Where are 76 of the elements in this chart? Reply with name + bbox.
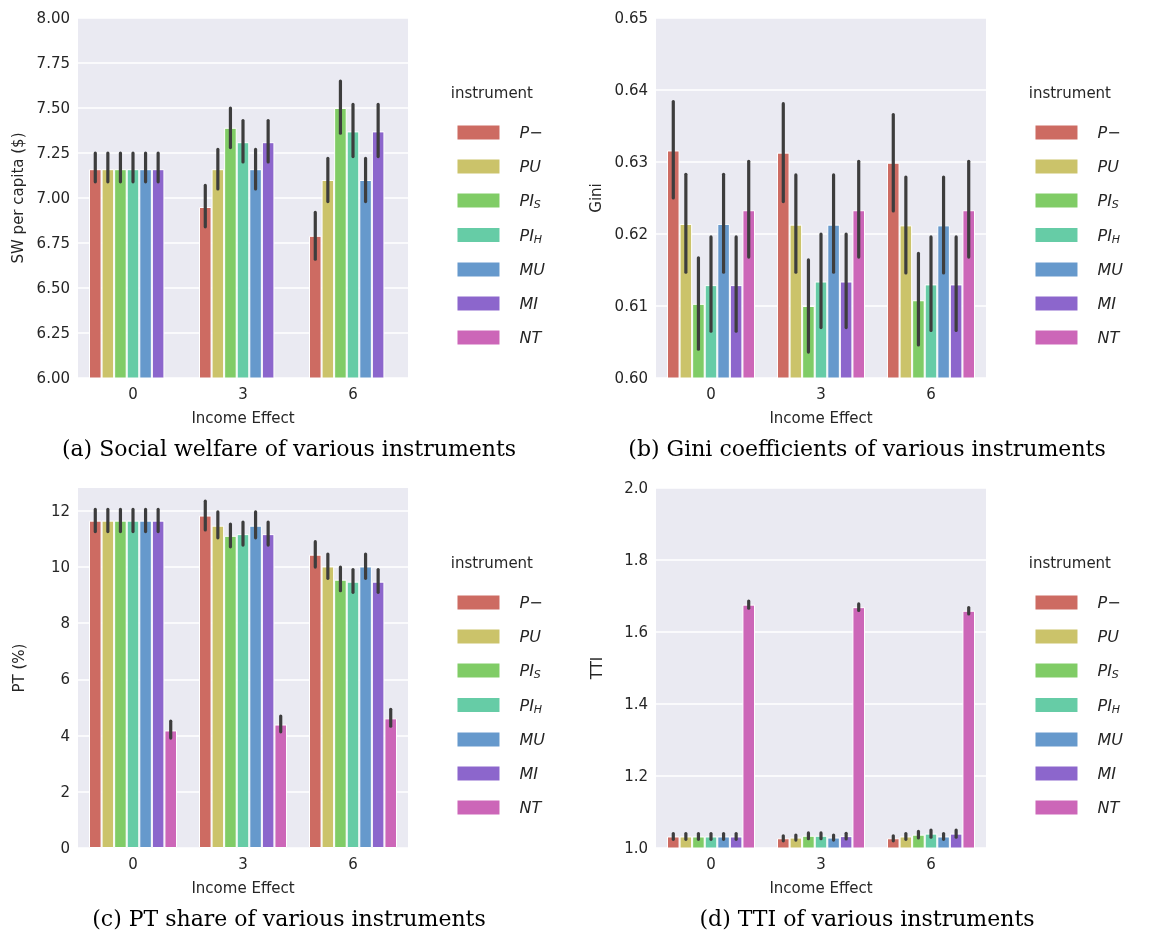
y-tick-label: 10 [50,557,70,576]
x-tick-label: 0 [706,854,716,873]
y-tick-label: 0.60 [614,369,648,387]
y-axis-title: PT (%) [9,643,28,693]
y-tick-label: 7.25 [36,144,70,162]
y-tick-label: 6 [60,670,70,689]
x-axis-title: Income Effect [769,408,873,427]
y-tick-label: 4 [60,726,70,745]
y-tick-label: 7.75 [36,54,70,72]
x-tick-label: 6 [926,384,936,403]
y-tick-label: 8.00 [36,9,70,27]
legend-title: instrument [450,553,534,572]
legend-label: MU [1097,260,1124,279]
y-tick-label: 0.62 [614,225,648,243]
y-tick-label: 12 [50,501,70,520]
y-tick-label: 1.2 [624,767,648,785]
legend-title: instrument [450,83,534,102]
legend-label: PU [519,627,542,646]
y-axis-title: TTI [587,656,606,681]
x-tick-label: 3 [816,854,826,873]
y-axis-title: Gini [587,183,606,213]
legend-label: MI [519,294,539,313]
y-tick-label: 0.64 [614,81,648,99]
y-tick-label: 7.00 [36,189,70,207]
legend-label: P− [1097,593,1121,612]
legend-label: PU [1097,157,1120,176]
legend-label: MU [519,260,546,279]
legend-label: P− [1097,123,1121,142]
y-tick-label: 0.63 [614,153,648,171]
x-axis-title: Income Effect [769,878,873,897]
y-tick-label: 7.50 [36,99,70,117]
text: (b) Gini coefficients of various instruments [628,435,1106,461]
x-tick-label: 6 [348,384,358,403]
y-tick-label: 1.4 [624,695,648,713]
x-axis-title: Income Effect [191,878,295,897]
y-tick-label: 1.0 [624,839,648,857]
y-tick-label: 2.0 [624,479,648,497]
legend-label: MI [1097,294,1117,313]
y-tick-label: 0.61 [614,297,648,315]
legend-label: MU [519,730,546,749]
text: (a) Social welfare of various instruments [61,435,517,461]
legend-label: NT [1097,328,1121,347]
legend-label: P− [519,593,543,612]
x-tick-label: 0 [128,854,138,873]
legend-label: PU [1097,627,1120,646]
x-tick-label: 0 [128,384,138,403]
legend-title: instrument [1028,83,1112,102]
legend-label: PU [519,157,542,176]
text: (c) PT share of various instruments [92,905,486,931]
legend-title: instrument [1028,553,1112,572]
legend-label: NT [519,798,543,817]
legend-label: NT [519,328,543,347]
legend-label: MI [519,764,539,783]
text: (d) TTI of various instruments [699,905,1035,931]
x-tick-label: 3 [238,854,248,873]
x-tick-label: 0 [706,384,716,403]
y-tick-label: 8 [60,614,70,632]
legend-label: MI [1097,764,1117,783]
x-axis-title: Income Effect [191,408,295,427]
y-tick-label: 1.8 [624,551,648,569]
y-tick-label: 6.50 [36,279,70,297]
y-tick-label: 6.75 [36,234,70,252]
legend-label: MU [1097,730,1124,749]
y-axis-title: SW per capita ($) [9,132,28,264]
y-tick-label: 6.00 [36,369,70,387]
x-tick-label: 6 [348,854,358,873]
y-tick-label: 1.6 [624,623,648,641]
x-tick-label: 3 [816,384,826,403]
x-tick-label: 6 [926,854,936,873]
y-tick-label: 0 [60,839,70,857]
legend-label: P− [519,123,543,142]
y-tick-label: 0.65 [614,9,648,27]
x-tick-label: 3 [238,384,248,403]
legend-label: NT [1097,798,1121,817]
y-tick-label: 2 [60,782,70,801]
y-tick-label: 6.25 [36,324,70,342]
